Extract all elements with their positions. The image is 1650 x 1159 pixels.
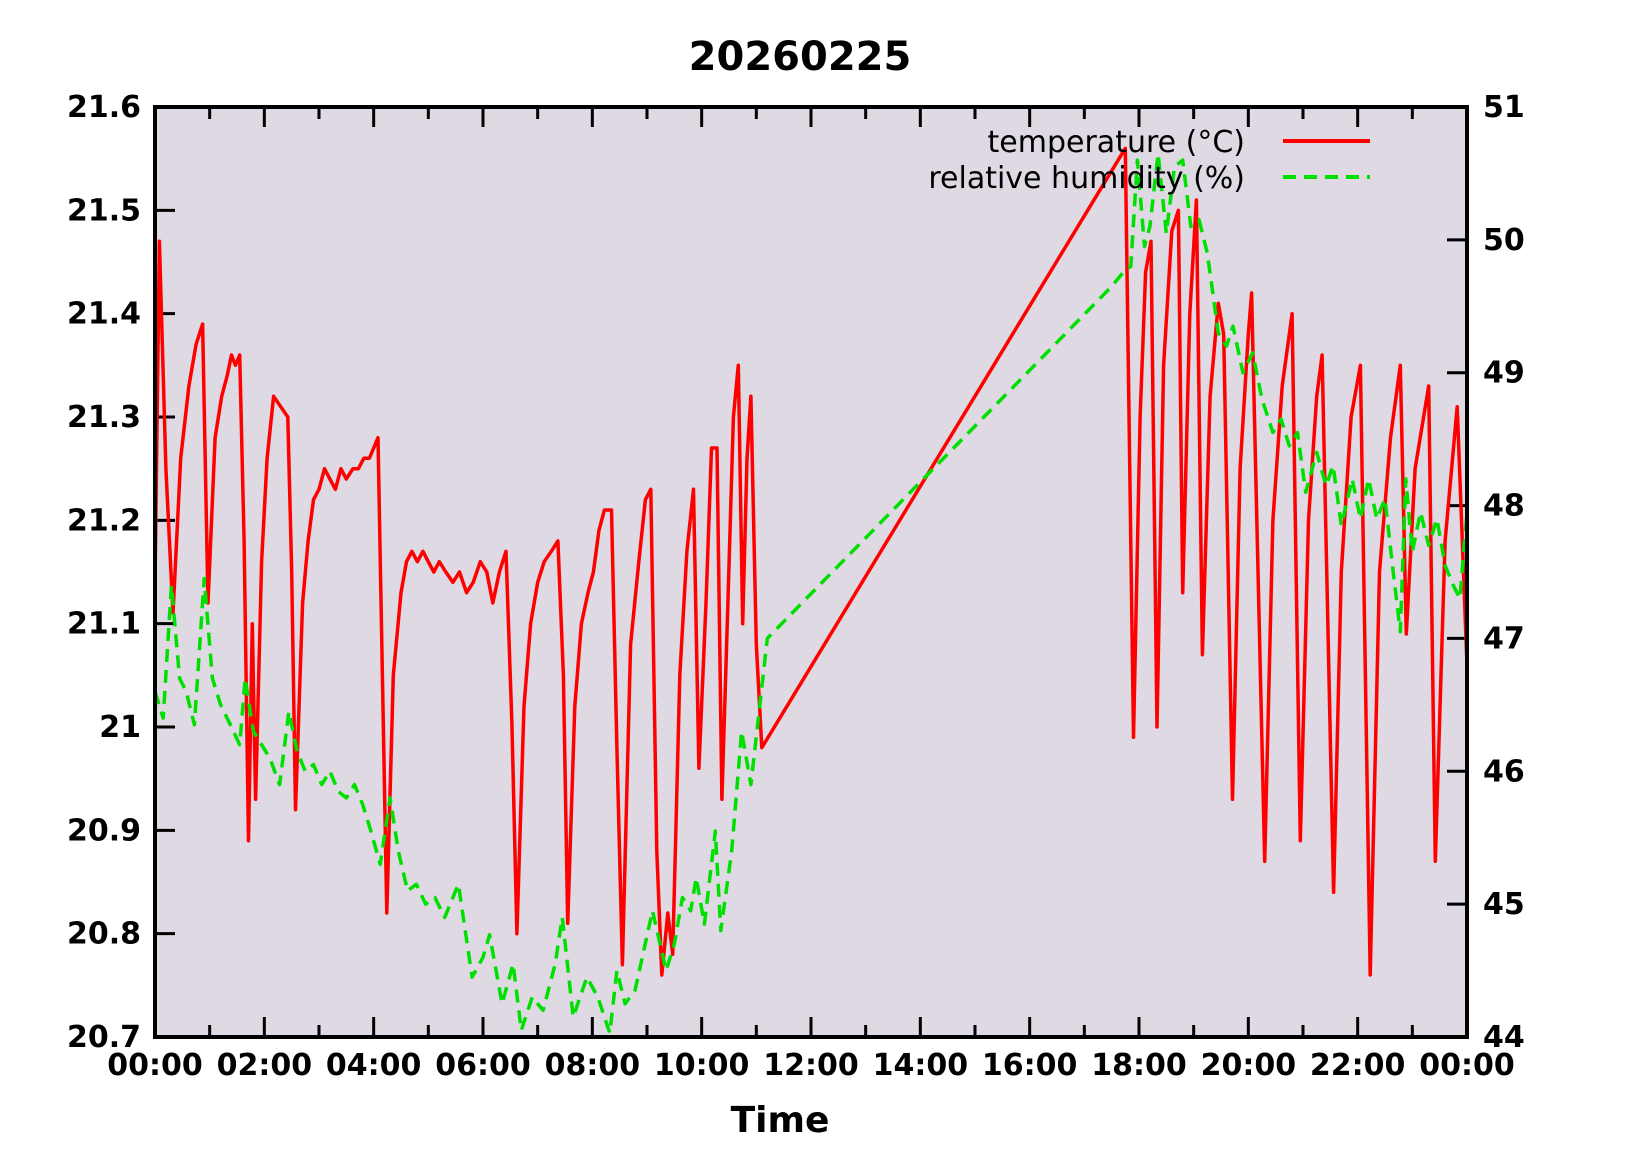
series-line-humidity <box>153 151 1469 1035</box>
y2-tick-label: 47 <box>1483 621 1525 656</box>
y-tick-label: 21.6 <box>67 90 141 125</box>
x-tick-label: 20:00 <box>1201 1048 1297 1083</box>
legend: temperature (°C) relative humidity (%) <box>928 125 1370 196</box>
y-tick-label: 20.7 <box>67 1020 141 1055</box>
legend-humidity-label: relative humidity (%) <box>928 161 1245 196</box>
x-tick-label: 18:00 <box>1091 1048 1187 1083</box>
x-axis-title: Time <box>731 1100 830 1141</box>
plot-background <box>155 107 1467 1037</box>
y2-tick-label: 49 <box>1483 356 1525 391</box>
x-tick-label: 02:00 <box>217 1048 313 1083</box>
chart-title: 20260225 <box>689 34 912 80</box>
x-tick-label: 16:00 <box>982 1048 1078 1083</box>
y-tick-label: 20.9 <box>67 813 141 848</box>
x-tick-label: 00:00 <box>1419 1048 1515 1083</box>
x-tick-label: 08:00 <box>545 1048 641 1083</box>
data-series <box>153 146 1469 1035</box>
x-axis-mirror <box>153 107 1469 127</box>
y-tick-label: 21.5 <box>67 193 141 228</box>
y-tick-label: 21.3 <box>67 400 141 435</box>
y2-tick-label: 50 <box>1483 223 1525 258</box>
y-tick-label: 21.1 <box>67 607 141 642</box>
y2-tick-label: 48 <box>1483 489 1525 524</box>
y-tick-label: 20.8 <box>67 917 141 952</box>
y2-tick-label: 46 <box>1483 754 1525 789</box>
y2-tick-label: 45 <box>1483 887 1525 922</box>
y-tick-label: 21.2 <box>67 503 141 538</box>
y2-tick-label: 51 <box>1483 90 1525 125</box>
x-tick-label: 04:00 <box>326 1048 422 1083</box>
plot-border <box>153 105 1469 1039</box>
y-tick-label: 21.4 <box>67 297 141 332</box>
y2-tick-label: 44 <box>1483 1020 1525 1055</box>
y-axis-humidity: 51 50 49 48 47 46 45 44 <box>1447 90 1525 1055</box>
x-tick-label: 14:00 <box>873 1048 969 1083</box>
x-tick-label: 00:00 <box>107 1048 203 1083</box>
x-tick-label: 12:00 <box>763 1048 859 1083</box>
x-tick-label: 06:00 <box>435 1048 531 1083</box>
x-tick-label: 22:00 <box>1310 1048 1406 1083</box>
x-tick-label: 10:00 <box>654 1048 750 1083</box>
y-axis-temperature: 21.6 21.5 21.4 21.3 21.2 21.1 21 20.9 20.8 20.7 <box>67 90 175 1055</box>
y-tick-label: 21 <box>99 710 141 745</box>
series-line-temperature <box>153 146 1469 977</box>
x-axis: 00:00 02:00 04:00 06:00 08:00 10:00 12:00 14:00… <box>107 1017 1515 1083</box>
legend-temperature-label: temperature (°C) <box>988 125 1245 160</box>
